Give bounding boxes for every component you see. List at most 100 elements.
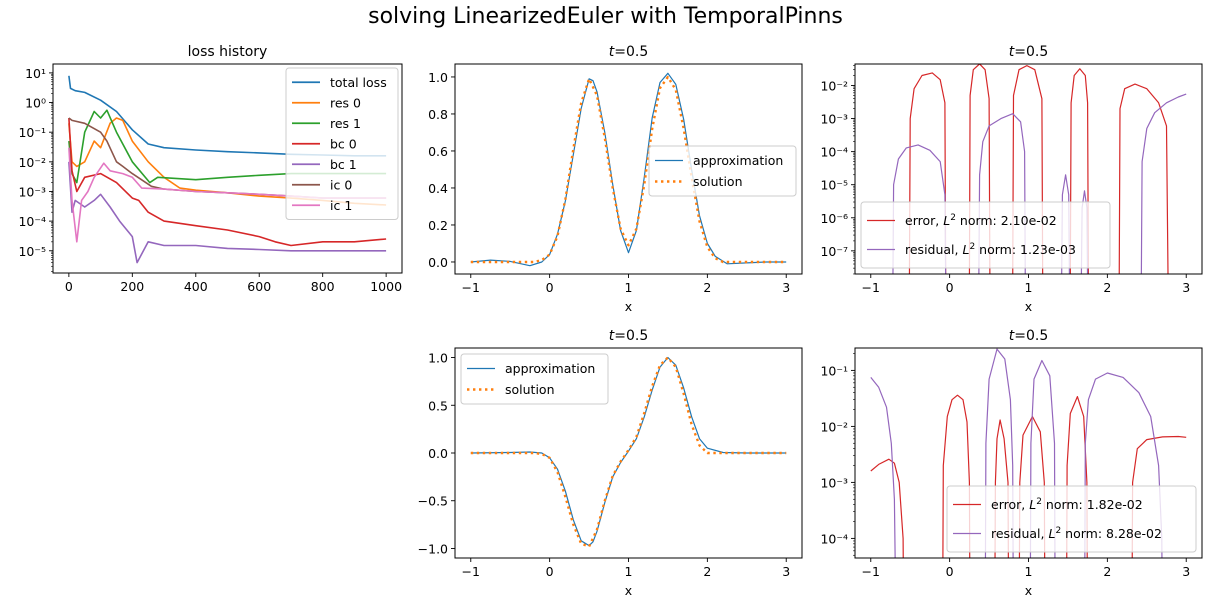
y-tick-label: 10⁻⁶: [820, 211, 848, 226]
legend: error, L2 norm: 1.82e-02 residual, L2 nor…: [946, 485, 1197, 553]
plot-area: [470, 72, 787, 267]
legend-label: solution: [693, 174, 743, 189]
y-tick-label: 0.5: [428, 398, 448, 413]
figure-suptitle: solving LinearizedEuler with TemporalPin…: [368, 4, 843, 29]
x-tick-label: 3: [782, 280, 790, 295]
x-tick-label: 0: [946, 280, 954, 295]
legend-label: solution: [505, 382, 555, 397]
legend-label: bc 1: [330, 157, 357, 172]
legend-label: approximation: [693, 153, 783, 168]
error-top-axes: −1 0 1 2 3 10⁻² 10⁻³ 10⁻⁴ 10⁻⁵ 10⁻⁶ 10⁻⁷ t=0.5 x erro…: [820, 44, 1203, 314]
x-tick-label: −1: [462, 280, 480, 295]
loss-history-axes: 0 200 400 600 800 1000 10¹ 10⁰ 10⁻¹ 10⁻² 10⁻³ 10⁻⁴ 1…: [18, 44, 403, 294]
legend-label: res 0: [330, 95, 361, 110]
x-tick-label: −1: [462, 564, 480, 579]
plot-area: [470, 356, 787, 548]
legend: error, L2 norm: 2.10e-02 residual, L2 nor…: [860, 201, 1111, 269]
legend-box: [946, 485, 1197, 553]
series-line-error: [968, 64, 991, 274]
series-line-error: [1131, 435, 1187, 558]
x-tick-label: 1: [625, 564, 633, 579]
axes-title: loss history: [188, 44, 268, 60]
x-tick-label: 1: [1025, 280, 1033, 295]
series-line-residual: [978, 113, 1026, 274]
legend-label: bc 0: [330, 136, 357, 151]
series-line-solution: [470, 75, 787, 264]
legend: total loss res 0 res 1 bc 0 bc 1 ic 0 ic 1: [285, 67, 399, 220]
y-tick-label: 10⁻³: [18, 184, 46, 199]
series-line-error: [908, 72, 947, 274]
x-tick-label: 1000: [370, 279, 402, 294]
plot-area: [892, 64, 1187, 274]
series-line-bc-1: [68, 161, 387, 264]
series-line-bc-0: [68, 117, 387, 247]
x-tick-label: 200: [120, 279, 144, 294]
y-tick-label: 10¹: [25, 66, 46, 81]
y-tick-label: 0.4: [428, 181, 448, 196]
y-tick-label: 10⁻⁴: [18, 214, 46, 229]
x-tick-label: 0: [946, 564, 954, 579]
series-line-residual: [892, 144, 947, 274]
y-tick-label: 10⁻²: [18, 155, 46, 170]
axes-title: t=0.5: [1009, 44, 1049, 60]
y-tick-label: 10⁰: [25, 96, 46, 111]
x-tick-label: 1: [1025, 564, 1033, 579]
series-line-residual: [984, 348, 1014, 558]
x-tick-label: −1: [862, 564, 880, 579]
x-tick-label: 0: [546, 564, 554, 579]
x-tick-label: 3: [1182, 564, 1190, 579]
legend-box: [285, 67, 399, 220]
series-line-residual: [1029, 359, 1056, 558]
x-tick-label: 1: [625, 280, 633, 295]
y-tick-label: 10⁻⁷: [820, 244, 848, 259]
legend-box: [648, 145, 797, 197]
y-tick-label: 10⁻³: [820, 112, 848, 127]
series-line-residual: [870, 377, 896, 558]
legend-label: approximation: [505, 361, 595, 376]
error-bottom-axes: −1 0 1 2 3 10⁻¹ 10⁻² 10⁻³ 10⁻⁴ t=0.5 x error, L2 no…: [820, 328, 1203, 598]
y-tick-label: 1.0: [428, 70, 448, 85]
x-tick-label: 400: [184, 279, 208, 294]
legend-label: error, L2 norm: 1.82e-02: [991, 497, 1143, 512]
y-tick-label: 10⁻¹: [820, 363, 848, 378]
y-tick-label: 0.2: [428, 218, 448, 233]
axes-title: t=0.5: [609, 44, 649, 60]
legend-label: residual, L2 norm: 1.23e-03: [905, 242, 1076, 257]
x-tick-label: 3: [1182, 280, 1190, 295]
x-tick-label: 0: [65, 279, 73, 294]
x-tick-label: 2: [703, 280, 711, 295]
x-axis-label: x: [1025, 299, 1032, 314]
y-tick-label: −0.5: [418, 494, 448, 509]
x-tick-label: 600: [247, 279, 271, 294]
series-line-error: [1118, 83, 1169, 274]
solution-bottom-axes: −1 0 1 2 3 −1.0 −0.5 0.0 0.5 1.0 t=0.5 x approximati…: [418, 328, 803, 598]
y-tick-label: 10⁻⁵: [18, 244, 46, 259]
y-tick-label: 0.6: [428, 144, 448, 159]
series-line-error: [870, 458, 904, 558]
y-tick-label: −1.0: [418, 541, 448, 556]
series-line-residual: [1140, 93, 1187, 274]
series-line-error: [1012, 64, 1044, 274]
axes-title: t=0.5: [1009, 328, 1049, 344]
legend: approximation solution: [460, 353, 609, 405]
legend-label: ic 1: [330, 198, 352, 213]
legend-label: total loss: [330, 75, 387, 90]
series-line-error: [942, 394, 971, 558]
x-axis-label: x: [1025, 583, 1032, 598]
solution-top-axes: −1 0 1 2 3 0.0 0.2 0.4 0.6 0.8 1.0 t=0.5 x approximat…: [428, 44, 803, 314]
y-tick-label: 10⁻²: [820, 78, 848, 93]
y-tick-label: 1.0: [428, 351, 448, 366]
series-line-error: [1066, 396, 1088, 558]
legend: approximation solution: [648, 145, 797, 197]
plot-area: [870, 348, 1187, 558]
y-tick-label: 0.0: [428, 446, 448, 461]
legend-box: [860, 201, 1111, 269]
y-tick-label: 0.0: [428, 255, 448, 270]
series-line-error: [994, 419, 1009, 558]
x-tick-label: 800: [311, 279, 335, 294]
legend-label: ic 0: [330, 177, 352, 192]
legend-box: [460, 353, 609, 405]
legend-label: res 1: [330, 116, 361, 131]
y-tick-label: 0.8: [428, 107, 448, 122]
